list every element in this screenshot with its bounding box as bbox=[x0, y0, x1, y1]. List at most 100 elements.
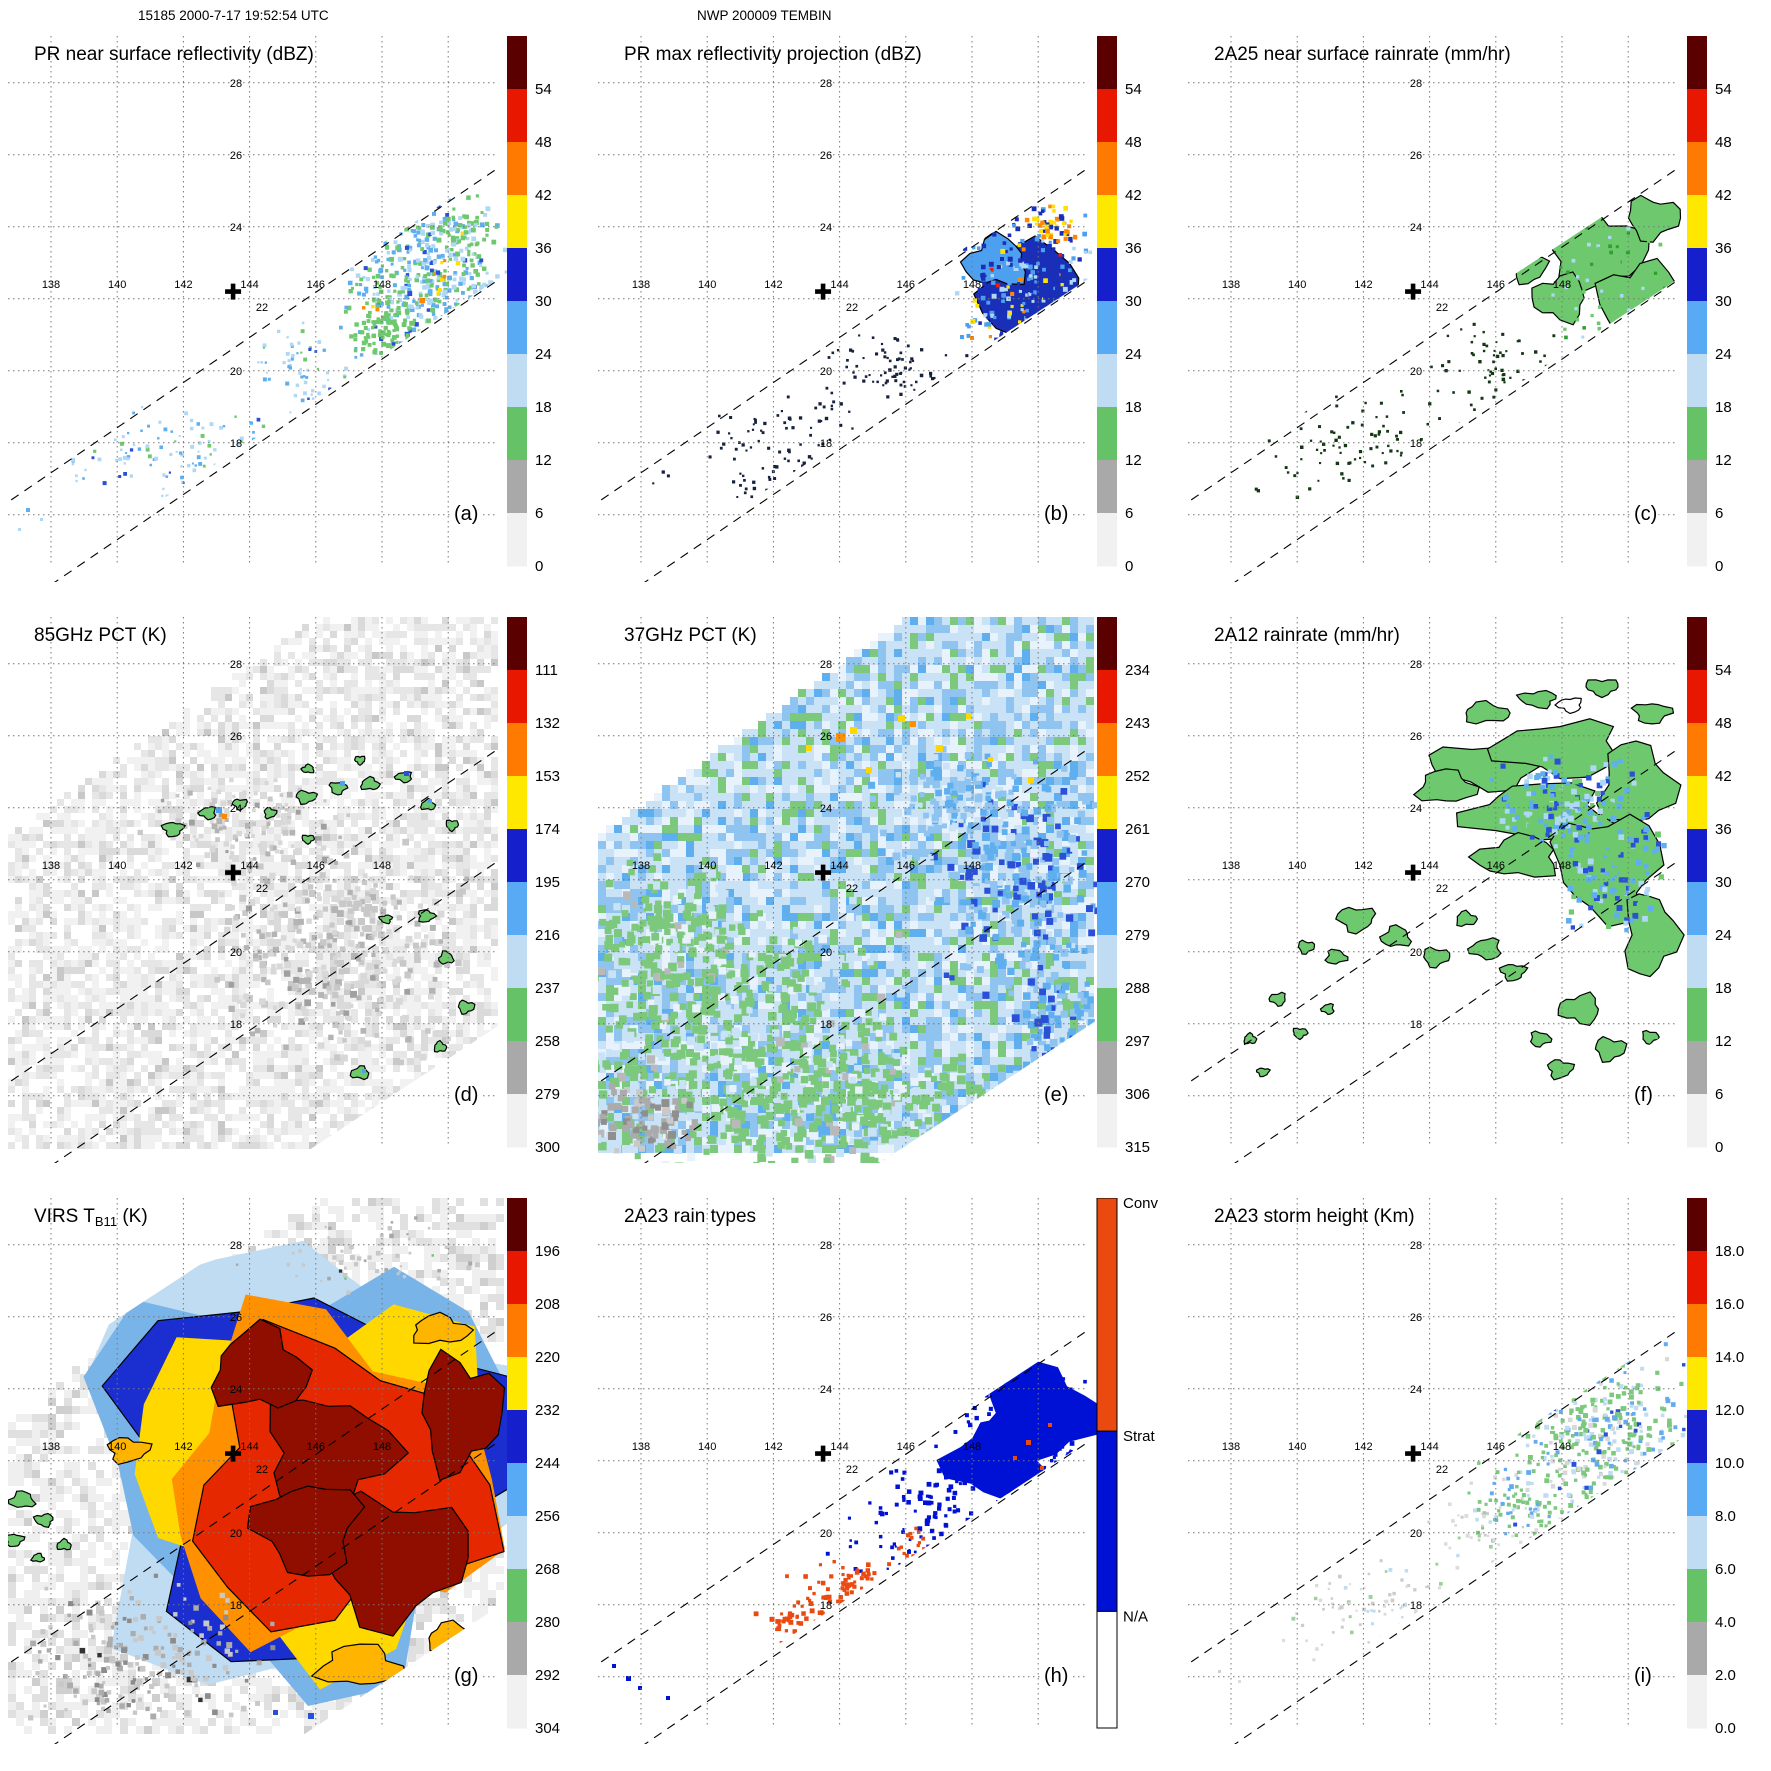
colorbar-tick-label: 132 bbox=[535, 715, 560, 732]
colorbar-tick-label: 10.0 bbox=[1715, 1455, 1744, 1472]
colorbar-tick-label: 0 bbox=[1125, 558, 1133, 575]
colorbar-tick-label: 208 bbox=[535, 1296, 560, 1313]
lon-tick-label: 140 bbox=[108, 279, 126, 291]
lat-tick-label: 18 bbox=[820, 1019, 832, 1031]
lat-tick-label: 24 bbox=[230, 222, 242, 234]
colorbar-tick-label: 237 bbox=[535, 980, 560, 997]
colorbar-tick-label: 24 bbox=[1715, 927, 1732, 944]
lat-tick-label: 26 bbox=[820, 1312, 832, 1324]
lon-tick-label: 140 bbox=[1288, 860, 1306, 872]
lon-tick-label: 138 bbox=[1222, 860, 1240, 872]
lat-tick-label: 18 bbox=[820, 438, 832, 450]
colorbar-tick-label: 216 bbox=[535, 927, 560, 944]
lat-tick-label: 28 bbox=[230, 78, 242, 90]
lat-tick-label: 18 bbox=[1410, 1600, 1422, 1612]
storm-center-cross-marker bbox=[815, 283, 832, 300]
colorbar-tick-label: 306 bbox=[1125, 1086, 1150, 1103]
panel-letter-label: (e) bbox=[1044, 1084, 1068, 1106]
lon-tick-label: 138 bbox=[1222, 279, 1240, 291]
panel-h-figure: 138 140 142 144 146 148 28 26 24 22 20 18 2A23 rain … bbox=[598, 1198, 1159, 1744]
lon-tick-label: 144 bbox=[830, 860, 848, 872]
swath-edge-dashed-line bbox=[644, 278, 1091, 582]
lat-tick-label: 22 bbox=[256, 883, 268, 895]
storm-center-cross-marker bbox=[1405, 864, 1422, 881]
lat-tick-label: 18 bbox=[820, 1600, 832, 1612]
data-swath bbox=[612, 1361, 1108, 1700]
swath-edge-dashed-line bbox=[8, 747, 501, 1084]
colorbar-tick-label: 18 bbox=[535, 399, 552, 416]
panel-title: 2A23 storm height (Km) bbox=[1214, 1206, 1415, 1227]
lon-tick-label: 144 bbox=[1420, 860, 1438, 872]
colorbar: Conv Strat N/A bbox=[1096, 1198, 1159, 1729]
lat-tick-label: 26 bbox=[820, 731, 832, 743]
lat-tick-label: 18 bbox=[230, 1019, 242, 1031]
colorbar-tick-label: 252 bbox=[1125, 768, 1150, 785]
colorbar-tick-label: 6.0 bbox=[1715, 1561, 1736, 1578]
colorbar-tick-label: 234 bbox=[1125, 662, 1150, 679]
lat-tick-label: 28 bbox=[820, 1240, 832, 1252]
panel-b: 138 140 142 144 146 148 28 26 24 22 20 18 PR max ref… bbox=[590, 28, 1180, 609]
lat-tick-label: 22 bbox=[846, 883, 858, 895]
storm-center-cross-marker bbox=[1405, 1445, 1422, 1462]
panel-letter-label: (b) bbox=[1044, 503, 1068, 525]
colorbar-tick-label: 48 bbox=[1125, 134, 1142, 151]
lat-tick-label: 28 bbox=[230, 659, 242, 671]
lat-tick-label: 22 bbox=[1436, 302, 1448, 314]
lon-tick-label: 140 bbox=[698, 860, 716, 872]
panel-title: 2A12 rainrate (mm/hr) bbox=[1214, 625, 1400, 646]
colorbar: 54 48 42 36 30 24 18 12 6 0 bbox=[1097, 36, 1142, 575]
colorbar-tick-label: 153 bbox=[535, 768, 560, 785]
colorbar-tick-label: 268 bbox=[535, 1561, 560, 1578]
lon-tick-label: 142 bbox=[764, 279, 782, 291]
graticule bbox=[1188, 617, 1678, 1147]
panel-d-figure: 138 140 142 144 146 148 28 26 24 22 20 18 85GHz PCT … bbox=[8, 617, 560, 1163]
lat-tick-label: 20 bbox=[820, 947, 832, 959]
lon-tick-label: 138 bbox=[42, 279, 60, 291]
data-swath bbox=[1254, 194, 1682, 510]
lon-tick-label: 148 bbox=[373, 279, 391, 291]
swath-edge-dashed-line bbox=[598, 747, 1091, 1084]
lon-tick-label: 144 bbox=[240, 279, 258, 291]
lat-tick-label: 20 bbox=[230, 947, 242, 959]
colorbar-tick-label: 12 bbox=[535, 452, 552, 469]
colorbar-tick-label: 279 bbox=[535, 1086, 560, 1103]
lat-tick-label: 28 bbox=[1410, 1240, 1422, 1252]
storm-center-cross-marker bbox=[1405, 283, 1422, 300]
lat-tick-label: 28 bbox=[1410, 659, 1422, 671]
lat-tick-label: 20 bbox=[230, 366, 242, 378]
panel-d: 138 140 142 144 146 148 28 26 24 22 20 18 85GHz PCT … bbox=[0, 609, 590, 1190]
colorbar-tick-label: 196 bbox=[535, 1243, 560, 1260]
colorbar-tick-label: 6 bbox=[1125, 505, 1133, 522]
colorbar: 234 243 252 261 270 279 288 297 306 315 bbox=[1097, 617, 1150, 1156]
colorbar-tick-label: 54 bbox=[1715, 81, 1732, 98]
lon-tick-label: 148 bbox=[963, 860, 981, 872]
lat-tick-label: 24 bbox=[230, 1384, 242, 1396]
swath-edge-dashed-line bbox=[54, 859, 501, 1163]
lat-tick-label: 24 bbox=[1410, 1384, 1422, 1396]
colorbar-tick-label: 36 bbox=[1715, 240, 1732, 257]
panel-c: 138 140 142 144 146 148 28 26 24 22 20 18 2A25 near … bbox=[1180, 28, 1771, 609]
lon-tick-label: 142 bbox=[174, 1441, 192, 1453]
panel-e-figure: 138 140 142 144 146 148 28 26 24 22 20 18 37GHz PCT … bbox=[598, 617, 1150, 1163]
panel-letter-label: (c) bbox=[1634, 503, 1657, 525]
lat-tick-label: 22 bbox=[1436, 883, 1448, 895]
panel-title: 37GHz PCT (K) bbox=[624, 625, 757, 646]
colorbar-tick-label: 36 bbox=[535, 240, 552, 257]
lat-tick-label: 18 bbox=[1410, 1019, 1422, 1031]
colorbar: 111 132 153 174 195 216 237 258 279 300 bbox=[507, 617, 560, 1156]
data-swath bbox=[1243, 679, 1685, 1100]
swath-edge-dashed-line bbox=[1234, 278, 1681, 582]
colorbar-tick-label: 30 bbox=[1715, 874, 1732, 891]
colorbar-tick-label: 12 bbox=[1715, 1033, 1732, 1050]
panel-title: 2A23 rain types bbox=[624, 1206, 756, 1227]
colorbar-tick-label: 16.0 bbox=[1715, 1296, 1744, 1313]
swath-edge-dashed-line bbox=[1188, 166, 1681, 503]
lon-tick-label: 142 bbox=[1354, 279, 1372, 291]
storm-center-cross-marker bbox=[815, 864, 832, 881]
colorbar-tick-label: 18 bbox=[1715, 980, 1732, 997]
lon-tick-label: 144 bbox=[1420, 1441, 1438, 1453]
swath-edge-dashed-line bbox=[1188, 747, 1681, 1084]
lon-tick-label: 140 bbox=[1288, 1441, 1306, 1453]
lat-tick-label: 24 bbox=[230, 803, 242, 815]
colorbar-tick-label: 6 bbox=[1715, 1086, 1723, 1103]
